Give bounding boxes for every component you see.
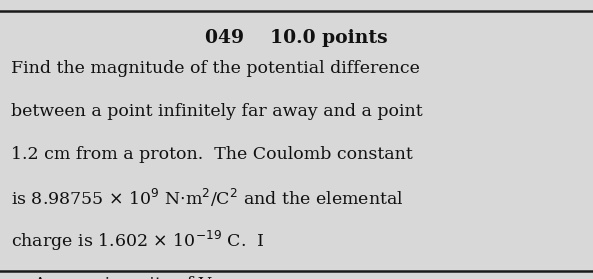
Text: is 8.98755 $\times$ 10$^{9}$ N$\cdot$m$^{2}$/C$^{2}$ and the elemental: is 8.98755 $\times$ 10$^{9}$ N$\cdot$m$^…	[11, 187, 403, 209]
Text: between a point infinitely far away and a point: between a point infinitely far away and …	[11, 103, 422, 120]
Text: Answer in units of V.: Answer in units of V.	[33, 276, 213, 279]
Text: Find the magnitude of the potential difference: Find the magnitude of the potential diff…	[11, 60, 420, 77]
Text: charge is 1.602 $\times$ 10$^{-19}$ C.  I: charge is 1.602 $\times$ 10$^{-19}$ C. I	[11, 229, 264, 253]
Text: 1.2 cm from a proton.  The Coulomb constant: 1.2 cm from a proton. The Coulomb consta…	[11, 146, 412, 163]
Text: 049    10.0 points: 049 10.0 points	[205, 29, 388, 47]
